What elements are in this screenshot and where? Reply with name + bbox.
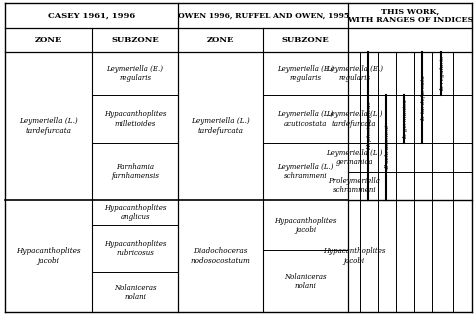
Text: Hypacanthoplites
milletioides: Hypacanthoplites milletioides: [104, 110, 166, 128]
Text: Hypacanthoplites
jacobi: Hypacanthoplites jacobi: [274, 217, 337, 234]
Text: L. germanica: L. germanica: [403, 99, 408, 139]
Text: Diadochoceras
nodosocostatum: Diadochoceras nodosocostatum: [191, 247, 250, 265]
Text: Leymeriella (E.)
regularis: Leymeriella (E.) regularis: [277, 65, 334, 82]
Text: P. schrammeni: P. schrammeni: [385, 125, 390, 169]
Text: Leymeriella (L.)
tardefurcata: Leymeriella (L.) tardefurcata: [19, 117, 78, 135]
Text: Leymeriella (L.)
tardefurcata: Leymeriella (L.) tardefurcata: [191, 117, 250, 135]
Text: Leymeriella (L.)
germanica: Leymeriella (L.) germanica: [326, 149, 383, 166]
Text: Leymeriella (L.)
tardefurcata: Leymeriella (L.) tardefurcata: [326, 110, 383, 128]
Text: Hypacanthoplites
jacobi: Hypacanthoplites jacobi: [16, 247, 81, 265]
Text: Leymeriella (E.)
regularis: Leymeriella (E.) regularis: [107, 65, 164, 82]
Text: Nolaniceras
nolani: Nolaniceras nolani: [284, 272, 327, 290]
Text: ZONE: ZONE: [35, 36, 62, 44]
Text: Hypacanthoplites
rubricosus: Hypacanthoplites rubricosus: [104, 240, 166, 257]
Text: SUBZONE: SUBZONE: [111, 36, 159, 44]
Text: Hypacanthoplites
jacobi: Hypacanthoplites jacobi: [323, 247, 385, 265]
Text: L. tardefurcata: L. tardefurcata: [421, 75, 426, 121]
Text: Nolaniceras
nolani: Nolaniceras nolani: [114, 284, 156, 301]
Text: ZONE: ZONE: [207, 36, 234, 44]
Text: Leymeriella (L.)
acuticostata: Leymeriella (L.) acuticostata: [277, 110, 334, 128]
Text: CASEY 1961, 1996: CASEY 1961, 1996: [47, 12, 135, 20]
Text: THIS WORK,
WITH RANGES OF INDICES: THIS WORK, WITH RANGES OF INDICES: [347, 7, 473, 24]
Text: Leymeriella (L.)
schrammeni: Leymeriella (L.) schrammeni: [277, 163, 334, 180]
Text: Leymeriella (E.)
regularis: Leymeriella (E.) regularis: [326, 65, 383, 82]
Text: SUBZONE: SUBZONE: [282, 36, 329, 44]
Text: OWEN 1996, RUFFEL AND OWEN, 1995: OWEN 1996, RUFFEL AND OWEN, 1995: [177, 12, 349, 20]
Text: L. regularis: L. regularis: [440, 56, 445, 91]
Text: Proleymeriella
schrammeni: Proleymeriella schrammeni: [328, 177, 380, 194]
Text: H. plesiotypicus: H. plesiotypicus: [367, 102, 372, 150]
Text: Farnhamia
farnhamensis: Farnhamia farnhamensis: [111, 163, 159, 180]
Text: Hypacanthoplites
anglicus: Hypacanthoplites anglicus: [104, 204, 166, 221]
